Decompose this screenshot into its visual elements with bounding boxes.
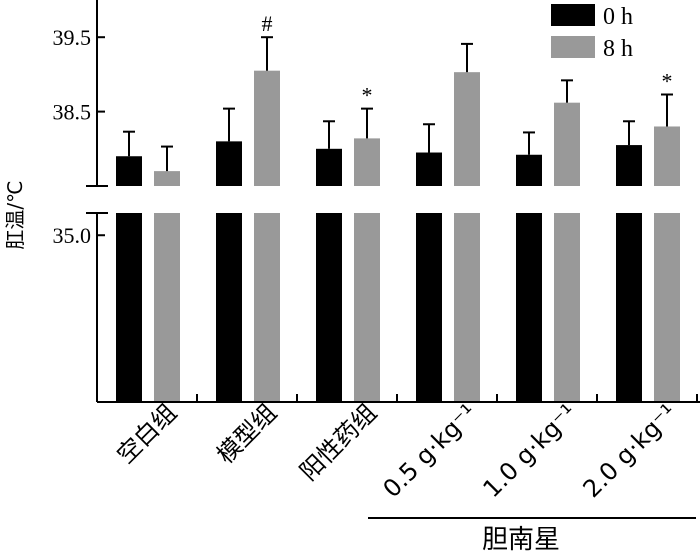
bar-lower-8h-4: [554, 213, 580, 402]
bar-lower-0h-0: [116, 213, 142, 402]
bar-lower-8h-3: [454, 213, 480, 402]
y-tick-label-0: 35.0: [53, 223, 92, 248]
category-label-1: 模型组: [212, 398, 283, 469]
significance-marker-2: *: [662, 68, 673, 93]
category-label-2: 阳性药组: [295, 398, 383, 486]
bar-lower-0h-5: [616, 213, 642, 402]
bar-lower-8h-5: [654, 213, 680, 402]
bar-lower-0h-2: [316, 213, 342, 402]
bar-upper-0h-1: [216, 141, 242, 186]
significance-marker-1: *: [362, 83, 373, 108]
bar-upper-8h-4: [554, 102, 580, 186]
bar-upper-0h-2: [316, 148, 342, 186]
bar-lower-0h-4: [516, 213, 542, 402]
bar-upper-0h-0: [116, 156, 142, 186]
bar-lower-8h-0: [154, 213, 180, 402]
bars-layer: [116, 36, 680, 402]
bar-lower-8h-1: [254, 213, 280, 402]
group-label: 胆南星: [482, 525, 560, 555]
y-tick-label-2: 39.5: [53, 25, 92, 50]
bar-upper-0h-4: [516, 154, 542, 186]
legend-label-1: 8 h: [603, 36, 633, 62]
bar-upper-8h-2: [354, 138, 380, 186]
category-label-5: 2.0 g·kg⁻¹: [578, 398, 683, 503]
category-label-4: 1.0 g·kg⁻¹: [478, 398, 583, 503]
bar-lower-0h-3: [416, 213, 442, 402]
legend: 0 h8 h: [551, 4, 633, 62]
legend-swatch-0: [551, 4, 595, 26]
significance-marker-0: #: [262, 11, 273, 36]
y-axis-label: 肛温/℃: [3, 180, 27, 249]
legend-swatch-1: [551, 36, 595, 58]
legend-label-0: 0 h: [603, 4, 633, 30]
category-label-0: 空白组: [112, 398, 183, 469]
bar-upper-8h-0: [154, 171, 180, 186]
bar-upper-0h-5: [616, 145, 642, 186]
bar-upper-0h-3: [416, 152, 442, 186]
bar-upper-8h-5: [654, 126, 680, 186]
bar-lower-8h-2: [354, 213, 380, 402]
category-label-3: 0.5 g·kg⁻¹: [378, 398, 483, 503]
bar-lower-0h-1: [216, 213, 242, 402]
bar-upper-8h-1: [254, 70, 280, 186]
axes-layer: 35.0 38.5 39.5: [53, 0, 700, 403]
y-tick-label-1: 38.5: [53, 100, 92, 125]
bar-upper-8h-3: [454, 72, 480, 186]
